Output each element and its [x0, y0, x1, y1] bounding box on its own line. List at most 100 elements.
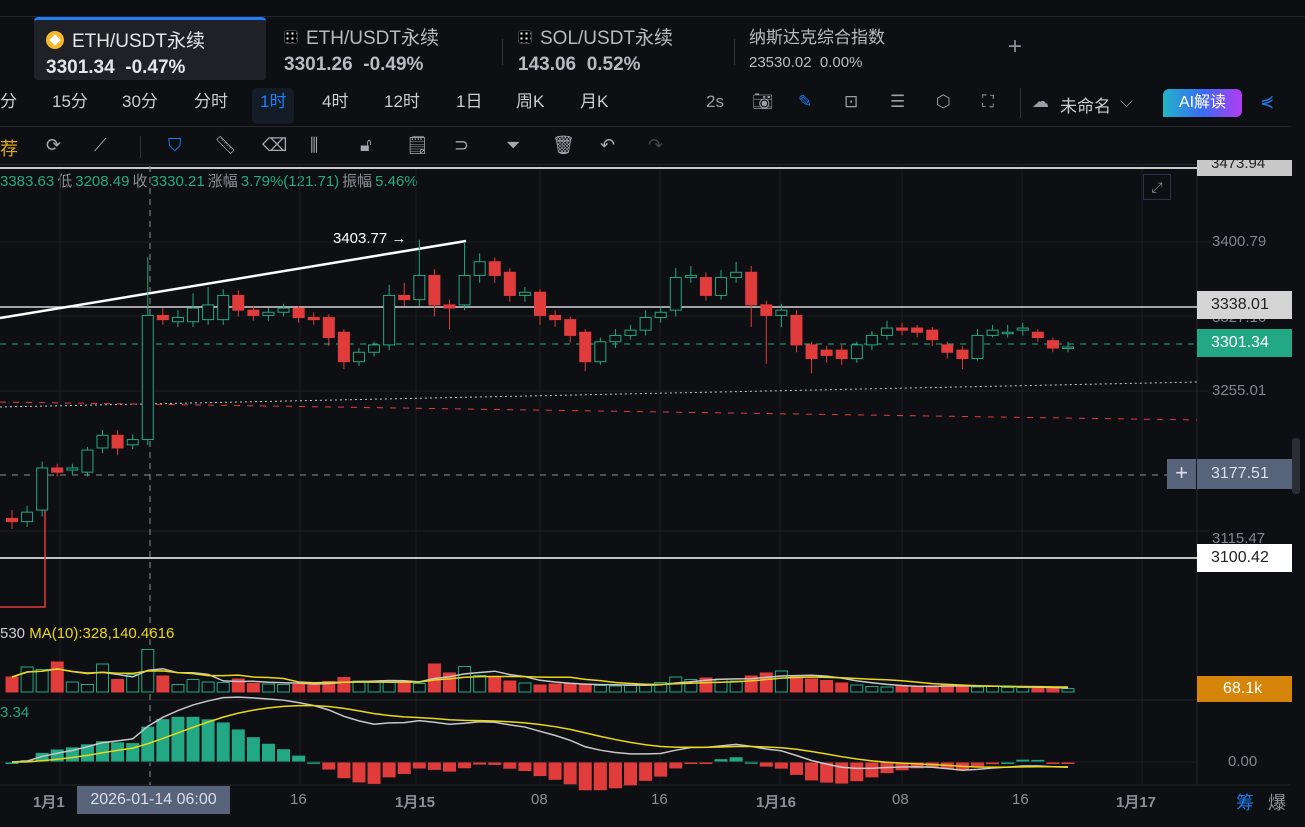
redo-icon[interactable]: ↷ — [648, 135, 664, 155]
candle-body — [941, 344, 954, 353]
ai-analysis-button[interactable]: AI解读 — [1163, 89, 1242, 117]
interval-5[interactable]: 4时 — [322, 92, 349, 111]
tab-nasdaq[interactable]: 纳斯达克综合指数 23530.02 0.00% — [737, 17, 957, 80]
unlock-icon[interactable]: 🔓︎ — [360, 135, 372, 155]
undo-icon[interactable]: ↶ — [600, 135, 616, 155]
refresh-rate[interactable]: 2s — [706, 92, 724, 111]
ruler-icon[interactable]: 📏︎ — [214, 135, 237, 155]
interval-9[interactable]: 月K — [580, 92, 609, 111]
settings-hex-icon[interactable]: ⬡ — [936, 92, 951, 111]
candle-body — [307, 317, 320, 321]
interval-2[interactable]: 30分 — [122, 92, 158, 111]
candle-body — [322, 317, 335, 339]
tab-price: 143.06 — [518, 54, 577, 75]
replay-icon[interactable]: ⟳ — [46, 135, 62, 155]
volume-bar — [729, 680, 743, 693]
list-icon[interactable]: ☰ — [890, 92, 906, 111]
interval-7[interactable]: 1日 — [456, 92, 483, 111]
volume-bar — [955, 686, 969, 693]
macd-zero-label: 0.00 — [1228, 753, 1258, 770]
candles-icon[interactable]: ⫼ — [310, 135, 319, 155]
add-alert-plus-icon[interactable]: + — [1167, 459, 1196, 489]
volume-bar — [789, 676, 803, 693]
magnet-icon[interactable]: ⊃ — [454, 135, 470, 155]
line-tool-icon[interactable]: ⟋ — [94, 135, 107, 155]
volume-legend: 530 MA(10):328,140.4616 — [0, 625, 174, 642]
macd-histogram-bar — [533, 761, 547, 777]
okx-icon — [518, 29, 532, 44]
macd-histogram-bar — [201, 719, 215, 763]
macd-histogram-bar — [458, 761, 472, 769]
chip-button[interactable]: 筹 — [1236, 793, 1254, 813]
eraser-icon[interactable]: ⌫ — [262, 135, 288, 155]
macd-histogram-bar — [624, 761, 638, 786]
time-label: 1月17 — [1116, 794, 1157, 811]
candle-body — [232, 294, 245, 311]
volume-bar — [367, 681, 381, 693]
candle-body — [292, 307, 305, 319]
macd-histogram-bar — [337, 761, 351, 779]
share-icon[interactable]: ⋞ — [1260, 92, 1275, 111]
tab-price: 3301.34 — [46, 57, 115, 78]
expand-icon[interactable]: ⤢ — [1143, 174, 1171, 200]
candle-body — [564, 319, 577, 336]
macd-histogram-bar — [442, 761, 456, 772]
liquidation-button[interactable]: 爆 — [1268, 793, 1286, 813]
tab-sol-okx[interactable]: SOL/USDT永续 143.06 0.52% — [506, 17, 726, 80]
volume-ma10-line — [11, 668, 1069, 688]
tab-eth-okx[interactable]: ETH/USDT永续 3301.26 -0.49% — [272, 17, 492, 80]
macd-histogram-bar — [865, 761, 879, 778]
camera-icon[interactable]: 📷︎ — [752, 92, 774, 111]
chevron-down-icon[interactable]: ⌵ — [1120, 92, 1133, 111]
macd-histogram-bar — [382, 761, 396, 778]
fullscreen-icon[interactable]: ⛶ — [982, 92, 994, 111]
tab-eth-binance[interactable]: ETH/USDT永续 3301.34 -0.47% — [34, 17, 266, 80]
volume-bar — [322, 681, 336, 693]
interval-3[interactable]: 分时 — [194, 92, 228, 111]
tab-price: 23530.02 — [749, 54, 812, 71]
pencil-icon[interactable]: ✎ — [798, 92, 813, 111]
ohlc-amp: 5.46% — [375, 173, 418, 190]
volume-bar — [970, 686, 984, 693]
volume-bar — [654, 682, 668, 693]
add-panel-icon[interactable]: ⊡ — [844, 92, 859, 111]
macd-histogram-bar — [608, 761, 622, 789]
interval-8[interactable]: 周K — [516, 92, 545, 111]
macd-histogram-bar — [322, 761, 336, 770]
volume-bar — [518, 682, 532, 693]
drawing-toolbar: 荐 ⟳ ⟋ ⛉ 📏︎ ⌫ ⫼ 🔓︎ 🗒︎ ⊃ ⏷ 🗑︎ ↶ ↷ — [0, 128, 1290, 165]
trash-icon[interactable]: 🗑︎ — [552, 135, 575, 155]
line-price-label[interactable]: 3338.01 — [1197, 291, 1292, 319]
candle-body — [96, 434, 109, 449]
recommend-label[interactable]: 荐 — [0, 139, 18, 159]
add-tab-button[interactable]: + — [1008, 33, 1023, 60]
volume-bar — [80, 684, 94, 693]
scroll-handle[interactable] — [1292, 438, 1300, 494]
volume-bar — [895, 685, 909, 693]
volume-bar — [503, 680, 517, 693]
candle-body — [956, 349, 969, 360]
interval-1[interactable]: 15分 — [52, 92, 88, 111]
volume-bar — [714, 678, 728, 693]
note-icon[interactable]: 🗒︎ — [406, 135, 429, 155]
interval-0[interactable]: 分 — [0, 92, 17, 111]
filter-icon[interactable]: ⏷ — [506, 135, 521, 155]
candle-body — [835, 349, 848, 360]
volume-bar — [292, 684, 306, 693]
bookmark-icon[interactable]: ⛉ — [168, 135, 182, 155]
symbol-tabs: ETH/USDT永续 3301.34 -0.47% ETH/USDT永续 330… — [0, 17, 1290, 80]
tab-price: 3301.26 — [284, 54, 353, 75]
candle-body — [639, 317, 652, 331]
line-price-label[interactable]: 3100.42 — [1197, 544, 1292, 572]
tab-name: ETH/USDT永续 — [306, 28, 440, 49]
macd-histogram-bar — [503, 761, 517, 769]
red-dashed-trendline — [0, 401, 1198, 421]
interval-6[interactable]: 12时 — [384, 92, 420, 111]
macd-histogram-bar — [231, 729, 245, 763]
interval-4[interactable]: 1时 — [252, 88, 295, 124]
layout-name-dropdown[interactable]: 未命名 — [1060, 97, 1111, 116]
candle-body — [609, 334, 622, 343]
candle-body — [730, 271, 743, 279]
candle-body — [413, 274, 426, 301]
